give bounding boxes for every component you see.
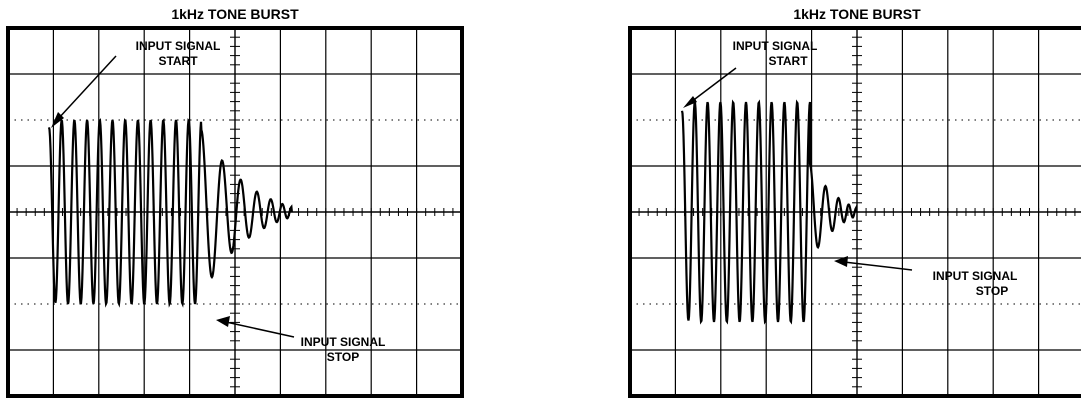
stop-label-line2: STOP (327, 350, 359, 364)
waveform-trace (47, 118, 293, 308)
start-label-line1: INPUT SIGNAL (733, 39, 818, 53)
start-label-line2: START (768, 54, 808, 68)
start-label-line1: INPUT SIGNAL (136, 39, 221, 53)
stop-arrowhead (834, 256, 848, 267)
stop-label-line1: INPUT SIGNAL (933, 269, 1018, 283)
annotation-stop: INPUT SIGNAL STOP (216, 316, 385, 364)
graticule-grid (8, 28, 462, 396)
start-arrowhead (683, 96, 697, 108)
stop-arrow (843, 261, 913, 271)
stop-label-line1: INPUT SIGNAL (301, 335, 386, 349)
scope-title: 1kHz TONE BURST (171, 6, 299, 22)
oscilloscope-display: INPUT SIGNAL START INPUT SIGNAL STOP (628, 26, 1081, 398)
waveform-trace (680, 99, 858, 325)
annotation-start: INPUT SIGNAL START (683, 39, 817, 108)
start-arrow (57, 55, 117, 120)
graticule-grid (630, 28, 1081, 396)
stop-arrowhead (216, 316, 230, 327)
start-arrowhead (51, 112, 64, 128)
scope-title: 1kHz TONE BURST (793, 6, 921, 22)
oscilloscope-display: INPUT SIGNAL START INPUT SIGNAL STOP (6, 26, 464, 398)
stop-arrow (225, 321, 295, 338)
annotation-stop: INPUT SIGNAL STOP (834, 256, 1017, 298)
stop-label-line2: STOP (976, 284, 1008, 298)
start-arrow (690, 67, 737, 103)
annotation-start: INPUT SIGNAL START (51, 39, 220, 128)
start-label-line2: START (158, 54, 198, 68)
